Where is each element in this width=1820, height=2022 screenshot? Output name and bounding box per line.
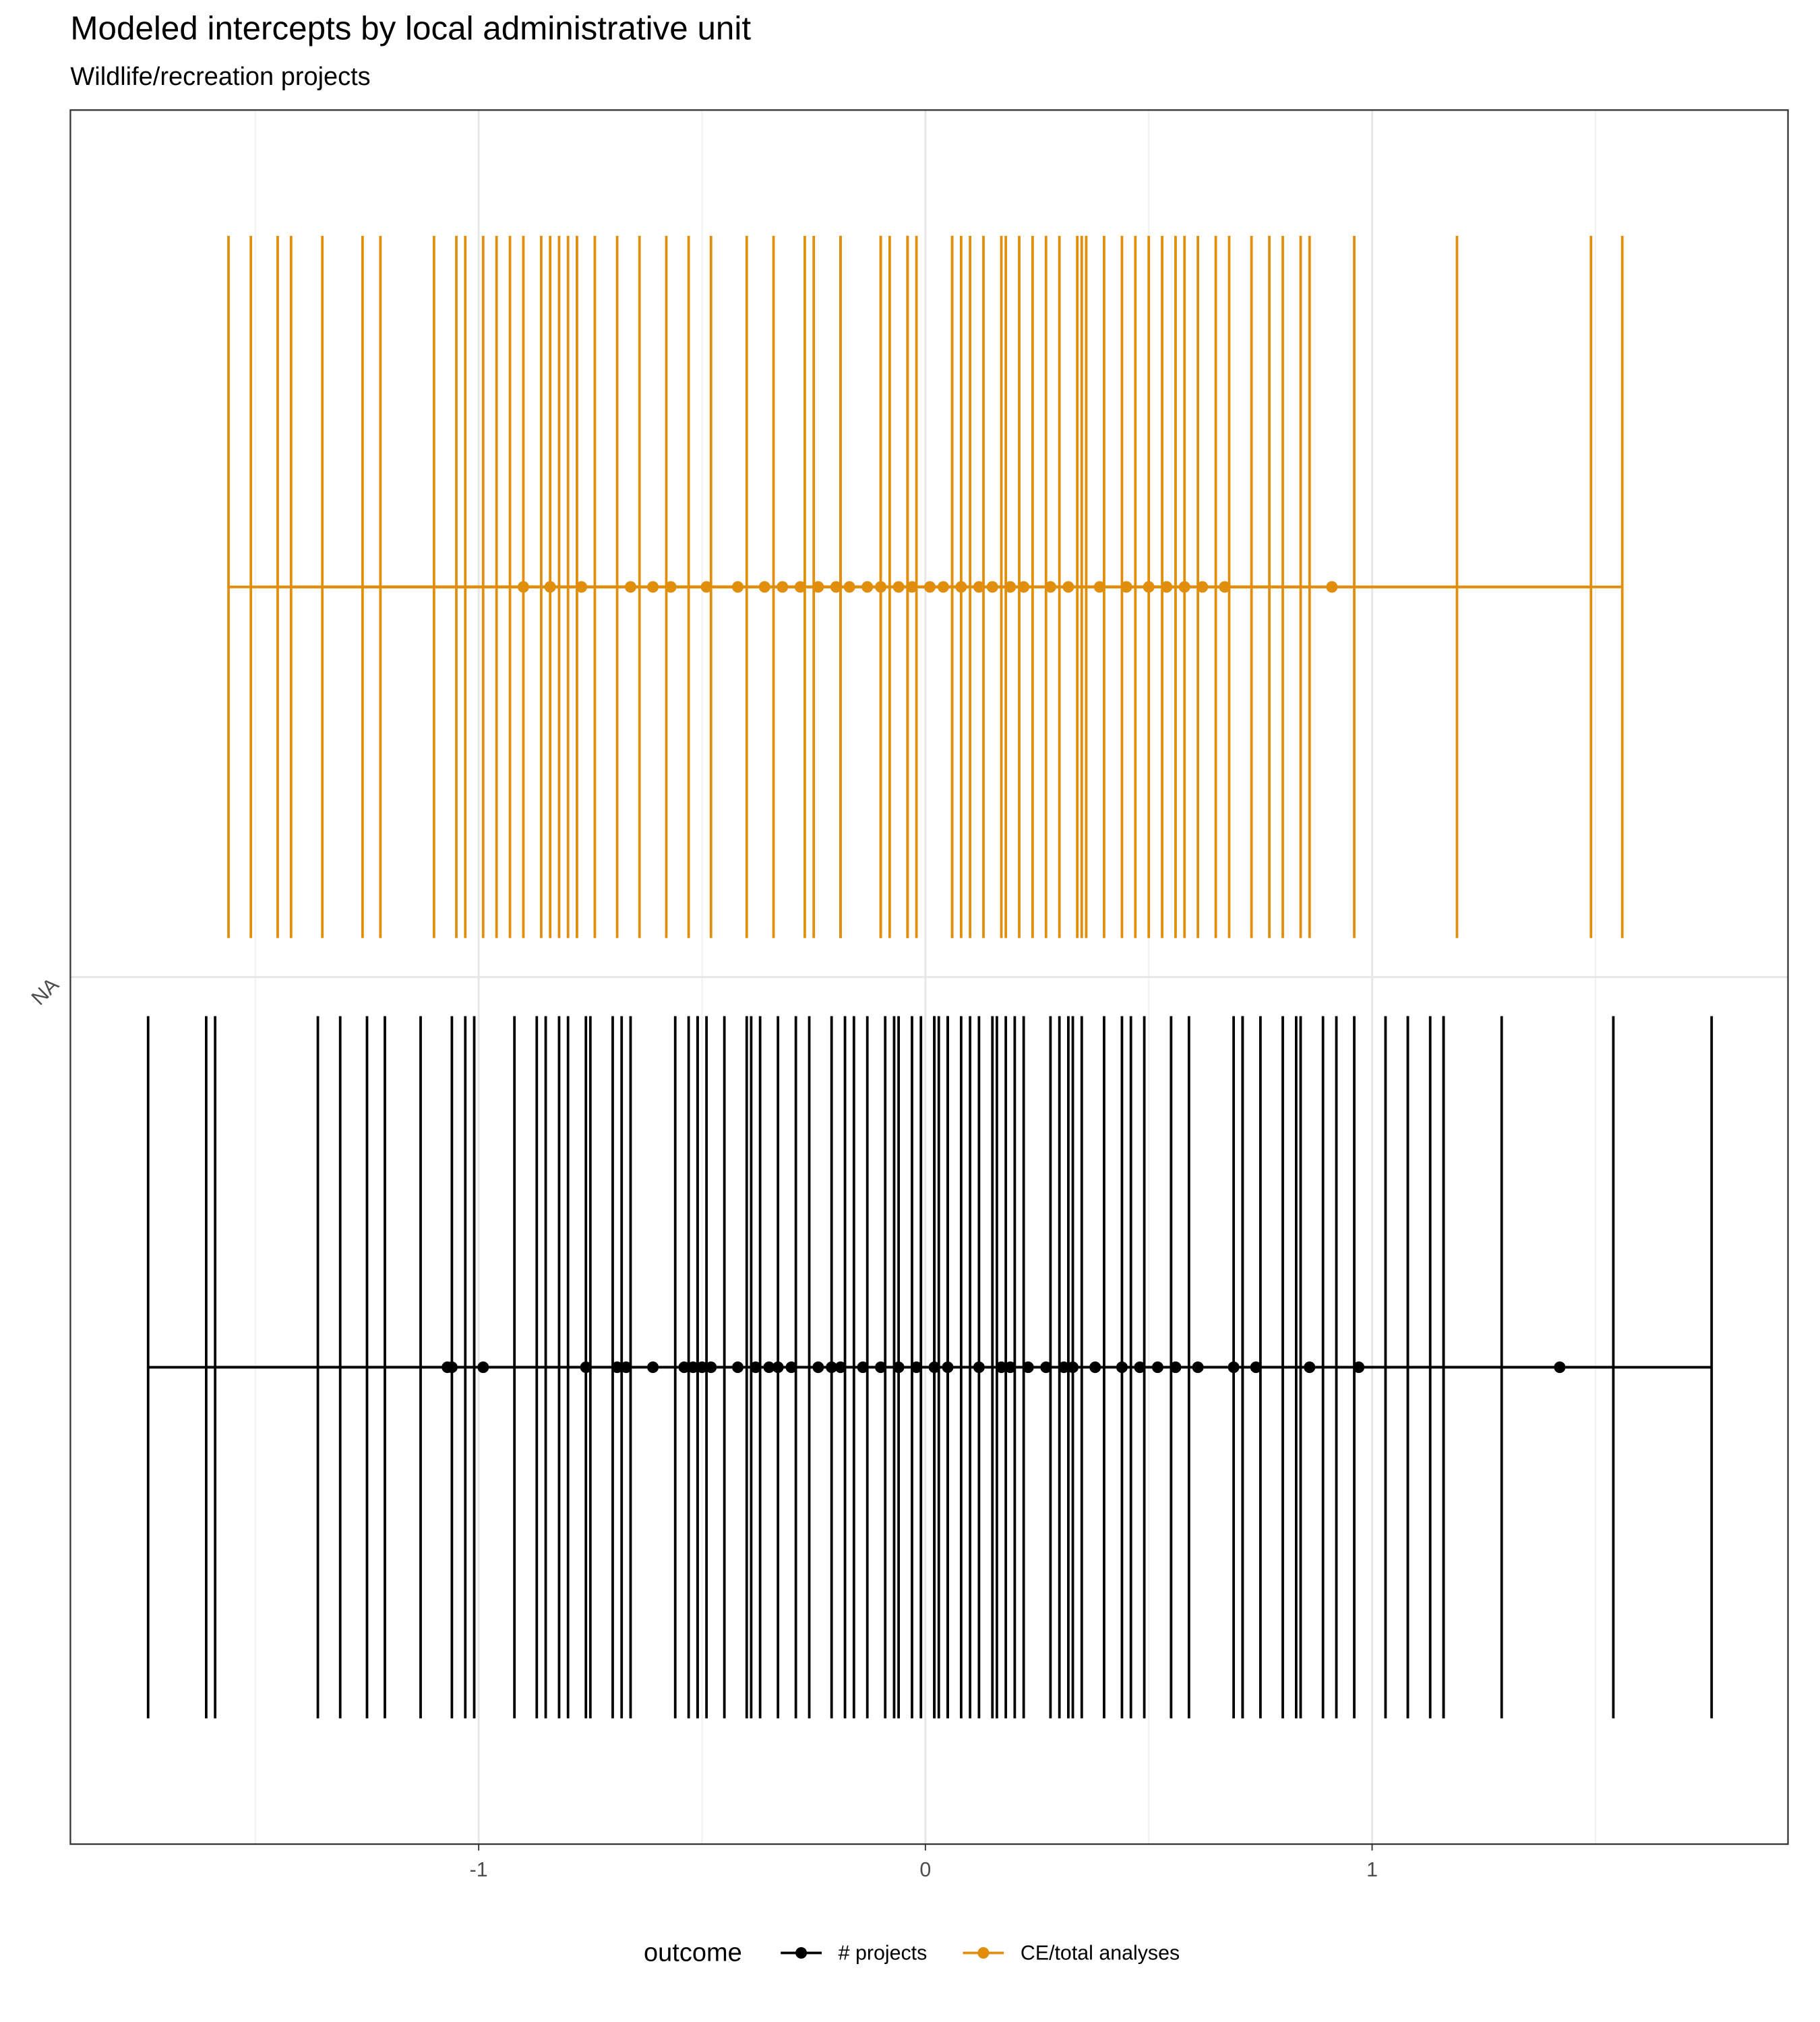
point — [647, 1361, 659, 1374]
legend-label: CE/total analyses — [1021, 1942, 1180, 1964]
point — [1353, 1361, 1365, 1374]
point — [611, 1361, 624, 1374]
point — [875, 1361, 887, 1374]
point — [1120, 581, 1132, 593]
point — [857, 1361, 869, 1374]
point — [1018, 581, 1030, 593]
point — [937, 581, 949, 593]
point — [1196, 581, 1209, 593]
point — [758, 581, 770, 593]
point — [923, 581, 936, 593]
point — [544, 581, 556, 593]
point — [624, 581, 637, 593]
marks — [146, 235, 1713, 1719]
point — [1004, 581, 1017, 593]
x-tick-label: -1 — [470, 1859, 488, 1881]
point — [665, 581, 677, 593]
point — [1040, 1361, 1052, 1374]
point — [1134, 1361, 1146, 1374]
point — [892, 1361, 905, 1374]
series-group — [146, 1016, 1713, 1719]
point — [1143, 581, 1155, 593]
point — [973, 1361, 985, 1374]
point — [678, 1361, 690, 1374]
point — [1116, 1361, 1128, 1374]
point — [906, 581, 918, 593]
point — [1192, 1361, 1204, 1374]
point — [1250, 1361, 1262, 1374]
panel-border — [69, 109, 1789, 1845]
point — [777, 581, 789, 593]
point — [1219, 581, 1231, 593]
legend-title: outcome — [644, 1938, 742, 1967]
chart-title: Modeled intercepts by local administrati… — [70, 10, 751, 47]
legend: # projects CE/total analyses — [781, 1942, 1180, 1964]
point — [647, 581, 659, 593]
point — [1326, 581, 1338, 593]
grid — [70, 110, 1788, 1845]
point — [1151, 1361, 1163, 1374]
point — [700, 581, 712, 593]
point — [580, 1361, 592, 1374]
legend-label: # projects — [839, 1942, 928, 1964]
chart-subtitle: Wildlife/recreation projects — [70, 63, 370, 91]
point — [750, 1361, 762, 1374]
point — [620, 1361, 632, 1374]
point — [826, 1361, 838, 1374]
point — [1170, 1361, 1182, 1374]
point — [1022, 1361, 1034, 1374]
point — [911, 1361, 923, 1374]
point — [875, 581, 887, 593]
x-tick-label: 1 — [1366, 1859, 1378, 1881]
point — [986, 581, 998, 593]
point — [995, 1361, 1008, 1374]
point — [1066, 1361, 1079, 1374]
point — [1062, 581, 1074, 593]
point — [731, 581, 744, 593]
point — [1004, 1361, 1017, 1374]
point — [446, 1361, 458, 1374]
point — [731, 1361, 744, 1374]
point — [1178, 581, 1190, 593]
point — [477, 1361, 489, 1374]
legend-key-point — [795, 1947, 808, 1959]
x-tick-label: 0 — [919, 1859, 931, 1881]
point — [1089, 1361, 1101, 1374]
point — [1093, 581, 1105, 593]
legend-key-point — [977, 1947, 990, 1959]
point — [928, 1361, 940, 1374]
point — [785, 1361, 797, 1374]
point — [794, 581, 806, 593]
point — [763, 1361, 775, 1374]
point — [1304, 1361, 1316, 1374]
point — [942, 1361, 954, 1374]
point — [517, 581, 529, 593]
point — [1227, 1361, 1240, 1374]
point — [1044, 581, 1056, 593]
point — [705, 1361, 717, 1374]
point — [835, 1361, 847, 1374]
point — [861, 581, 874, 593]
y-tick-label: NA — [28, 973, 64, 1010]
point — [576, 581, 588, 593]
point — [843, 581, 855, 593]
point — [687, 1361, 699, 1374]
point — [830, 581, 842, 593]
point — [892, 581, 905, 593]
point — [1554, 1361, 1566, 1374]
point — [812, 581, 824, 593]
point — [696, 1361, 708, 1374]
point — [772, 1361, 784, 1374]
point — [1058, 1361, 1070, 1374]
point — [812, 1361, 824, 1374]
point — [973, 581, 985, 593]
point — [1161, 581, 1173, 593]
point — [955, 581, 967, 593]
series-group — [227, 235, 1624, 938]
